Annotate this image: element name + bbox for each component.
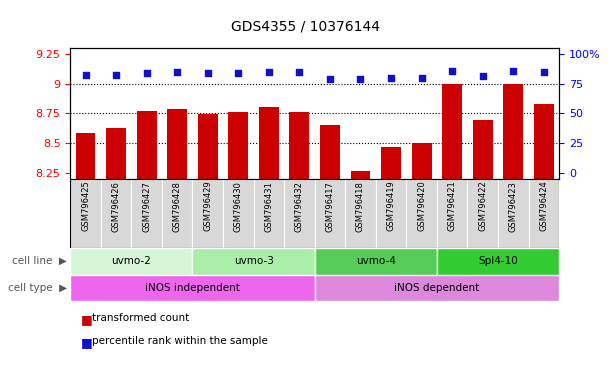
Text: GSM796422: GSM796422 — [478, 180, 487, 232]
Bar — [290, 112, 309, 179]
Text: cell type  ▶: cell type ▶ — [8, 283, 67, 293]
Text: uvmo-2: uvmo-2 — [111, 256, 152, 266]
Bar — [351, 171, 370, 179]
Text: GSM796426: GSM796426 — [112, 180, 120, 232]
Bar — [131, 179, 162, 248]
Point — [264, 69, 274, 75]
Bar — [467, 179, 498, 248]
Point — [142, 70, 152, 76]
Text: GSM796431: GSM796431 — [265, 180, 273, 232]
Point — [325, 76, 335, 82]
Point — [356, 76, 365, 82]
Text: GSM796421: GSM796421 — [448, 180, 456, 232]
Text: GSM796432: GSM796432 — [295, 180, 304, 232]
Bar — [534, 104, 554, 179]
Text: percentile rank within the sample: percentile rank within the sample — [92, 336, 268, 346]
Bar — [406, 179, 437, 248]
Text: ■: ■ — [81, 313, 93, 326]
Bar — [229, 112, 248, 179]
Text: GSM796429: GSM796429 — [203, 180, 212, 232]
Bar — [345, 179, 376, 248]
Bar — [284, 179, 315, 248]
Text: GSM796427: GSM796427 — [142, 180, 151, 232]
Bar — [376, 179, 406, 248]
Bar — [192, 248, 315, 275]
Point — [539, 69, 549, 75]
Bar — [498, 179, 529, 248]
Bar — [442, 84, 462, 179]
Bar — [162, 179, 192, 248]
Text: GSM796423: GSM796423 — [509, 180, 518, 232]
Text: GDS4355 / 10376144: GDS4355 / 10376144 — [231, 19, 380, 33]
Bar — [259, 108, 279, 179]
Text: GSM796424: GSM796424 — [540, 180, 548, 232]
Bar — [320, 125, 340, 179]
Bar — [137, 111, 156, 179]
Text: GSM796419: GSM796419 — [387, 180, 395, 232]
Bar — [198, 114, 218, 179]
Text: cell line  ▶: cell line ▶ — [12, 256, 67, 266]
Point — [81, 72, 90, 78]
Text: GSM796420: GSM796420 — [417, 180, 426, 232]
Bar — [76, 134, 95, 179]
Bar — [437, 179, 467, 248]
Bar — [167, 109, 187, 179]
Text: GSM796418: GSM796418 — [356, 180, 365, 232]
Text: GSM796425: GSM796425 — [81, 180, 90, 232]
Point — [295, 69, 304, 75]
Text: ■: ■ — [81, 336, 93, 349]
Point — [478, 73, 488, 79]
Text: GSM796417: GSM796417 — [326, 180, 334, 232]
Bar — [106, 127, 126, 179]
Point — [172, 69, 182, 75]
Text: Spl4-10: Spl4-10 — [478, 256, 518, 266]
Bar — [254, 179, 284, 248]
Text: uvmo-4: uvmo-4 — [356, 256, 396, 266]
Text: transformed count: transformed count — [92, 313, 189, 323]
Bar — [70, 179, 101, 248]
Point — [508, 68, 518, 74]
Bar — [101, 179, 131, 248]
Bar — [315, 275, 559, 301]
Bar — [315, 248, 437, 275]
Bar — [529, 179, 559, 248]
Bar — [70, 248, 192, 275]
Text: iNOS independent: iNOS independent — [145, 283, 240, 293]
Point — [417, 74, 426, 81]
Point — [111, 72, 121, 78]
Bar — [437, 248, 559, 275]
Bar — [315, 179, 345, 248]
Point — [447, 68, 457, 74]
Bar — [412, 143, 431, 179]
Bar — [192, 179, 223, 248]
Text: iNOS dependent: iNOS dependent — [394, 283, 480, 293]
Text: GSM796428: GSM796428 — [173, 180, 181, 232]
Bar — [381, 147, 401, 179]
Bar — [503, 84, 523, 179]
Point — [386, 74, 396, 81]
Text: GSM796430: GSM796430 — [234, 180, 243, 232]
Bar — [223, 179, 254, 248]
Bar — [70, 275, 315, 301]
Bar — [473, 121, 492, 179]
Point — [203, 70, 213, 76]
Point — [233, 70, 243, 76]
Text: uvmo-3: uvmo-3 — [233, 256, 274, 266]
